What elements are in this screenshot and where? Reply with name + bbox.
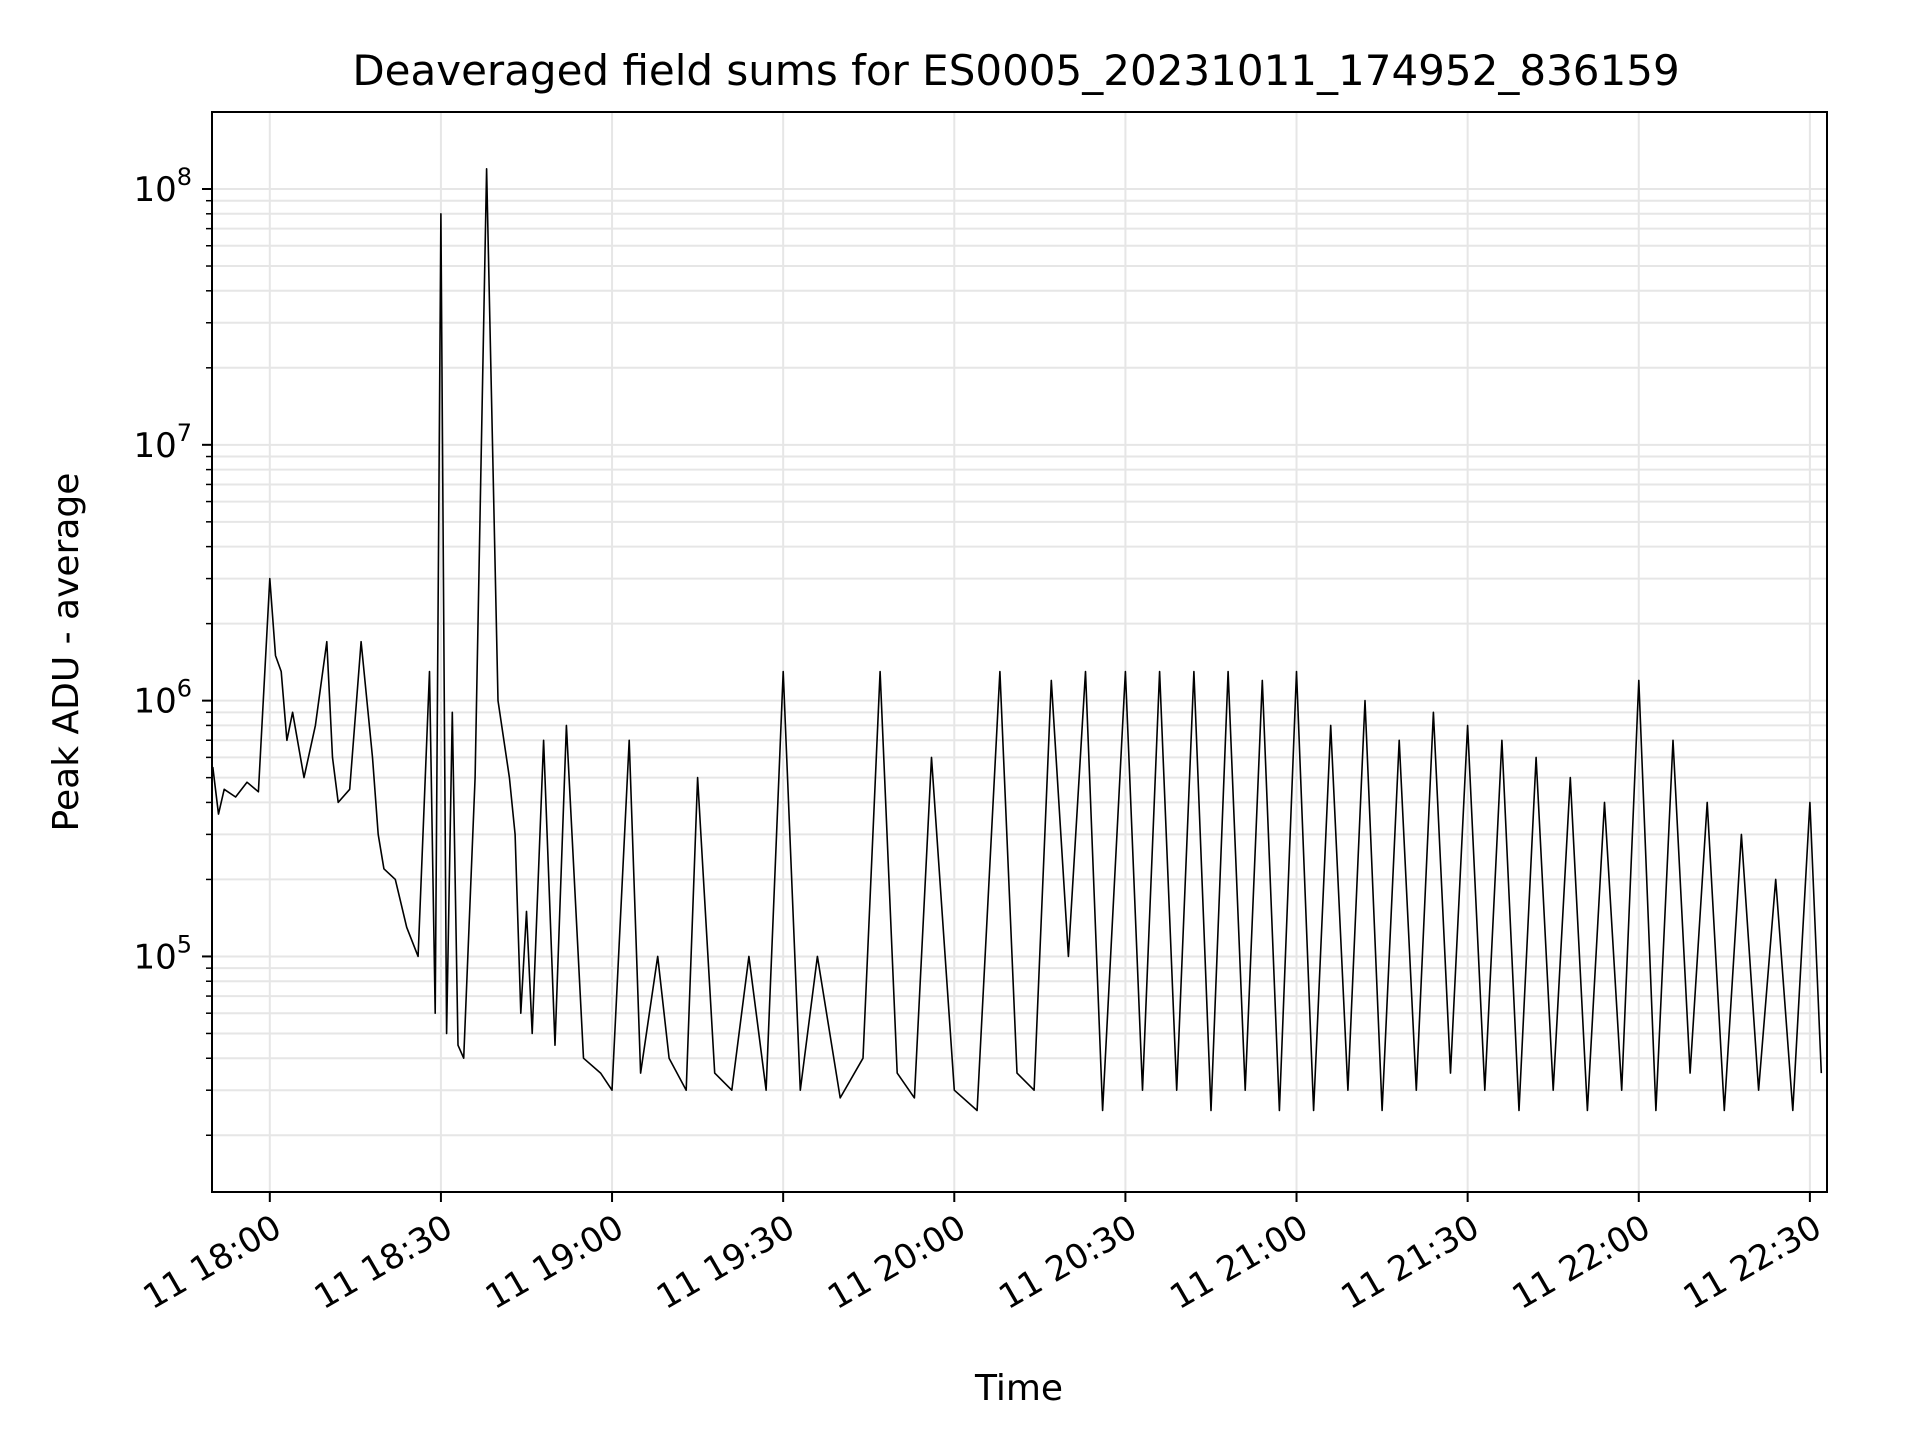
x-tick-label: 11 18:00: [137, 1207, 289, 1318]
x-tick-label: 11 19:00: [479, 1207, 631, 1318]
gridlines: [206, 112, 1827, 1192]
x-tick-label: 11 21:00: [1163, 1207, 1315, 1318]
y-tick-label: 105: [133, 930, 192, 977]
x-tick-label: 11 19:30: [650, 1207, 802, 1318]
plot-frame: [211, 111, 1828, 1193]
x-axis: 11 18:00 11 18:30 11 19:00 11 19:30 11 20:00…: [137, 1192, 1829, 1318]
x-tick-label: 11 22:00: [1506, 1207, 1658, 1318]
y-axis: 105 106 107 108: [133, 163, 212, 977]
y-axis-label: Peak ADU - average: [46, 473, 87, 832]
x-axis-label: Time: [974, 1368, 1063, 1409]
y-tick-label: 108: [133, 163, 192, 210]
chart-title: Deaveraged field sums for ES0005_2023101…: [352, 46, 1679, 95]
y-tick-label: 107: [133, 419, 192, 466]
y-tick-label: 106: [133, 675, 192, 722]
x-tick-label: 11 20:00: [821, 1207, 973, 1318]
x-tick-label: 11 18:30: [308, 1207, 460, 1318]
x-tick-label: 11 20:30: [992, 1207, 1144, 1318]
x-tick-label: 11 22:30: [1677, 1207, 1829, 1318]
series-line: [212, 168, 1823, 1112]
x-tick-label: 11 21:30: [1334, 1207, 1486, 1318]
